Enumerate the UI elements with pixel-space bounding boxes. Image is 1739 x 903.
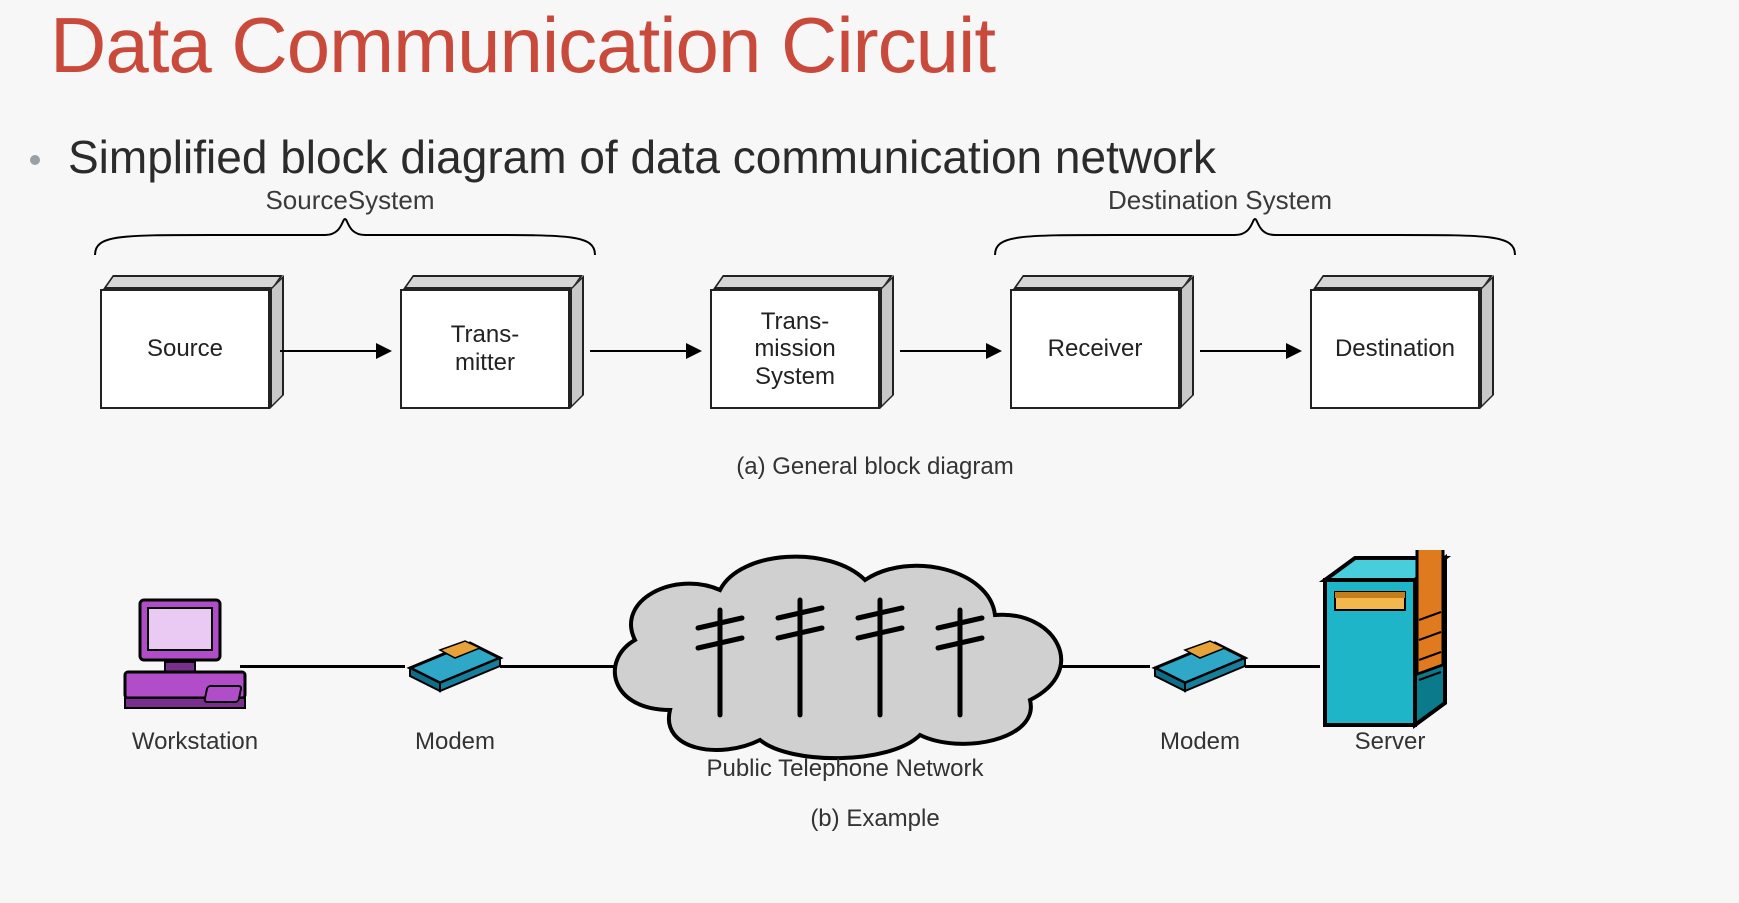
server-icon <box>1305 550 1485 740</box>
cloud-label: Public Telephone Network <box>630 755 1060 783</box>
node-destination-label: Destination <box>1310 289 1480 409</box>
arrow-3 <box>900 350 1000 352</box>
diagram-b-caption: (b) Example <box>70 805 1680 833</box>
node-transmitter-label: Trans-mitter <box>400 289 570 409</box>
bullet-text: Simplified block diagram of data communi… <box>68 130 1216 184</box>
modem2-icon <box>1145 638 1255 693</box>
diagram-b: Workstation Modem Public Telephone Netwo… <box>70 550 1680 850</box>
modem1-label: Modem <box>380 728 530 756</box>
server-label: Server <box>1310 728 1470 756</box>
modem2-label: Modem <box>1125 728 1275 756</box>
arrow-4 <box>1200 350 1300 352</box>
node-receiver: Receiver <box>1010 275 1180 395</box>
node-transmission: Trans-missionSystem <box>710 275 880 395</box>
workstation-icon <box>110 590 270 720</box>
diagram-a-caption: (a) General block diagram <box>70 453 1680 481</box>
cloud-icon <box>580 540 1100 770</box>
diagram-a: SourceSystem Destination System Source T… <box>70 185 1680 465</box>
modem1-icon <box>400 638 510 693</box>
bullet-row: Simplified block diagram of data communi… <box>30 130 1216 184</box>
workstation-label: Workstation <box>100 728 290 756</box>
node-receiver-label: Receiver <box>1010 289 1180 409</box>
node-source-label: Source <box>100 289 270 409</box>
brace-source-icon <box>90 217 600 257</box>
group-label-destination: Destination System <box>1060 185 1380 216</box>
group-label-source: SourceSystem <box>220 185 480 216</box>
arrow-2 <box>590 350 700 352</box>
node-source: Source <box>100 275 270 395</box>
bullet-dot-icon <box>30 155 40 165</box>
node-transmission-label: Trans-missionSystem <box>710 289 880 409</box>
slide-title: Data Communication Circuit <box>50 0 995 91</box>
node-destination: Destination <box>1310 275 1480 395</box>
arrow-1 <box>280 350 390 352</box>
brace-destination-icon <box>990 217 1520 257</box>
node-transmitter: Trans-mitter <box>400 275 570 395</box>
